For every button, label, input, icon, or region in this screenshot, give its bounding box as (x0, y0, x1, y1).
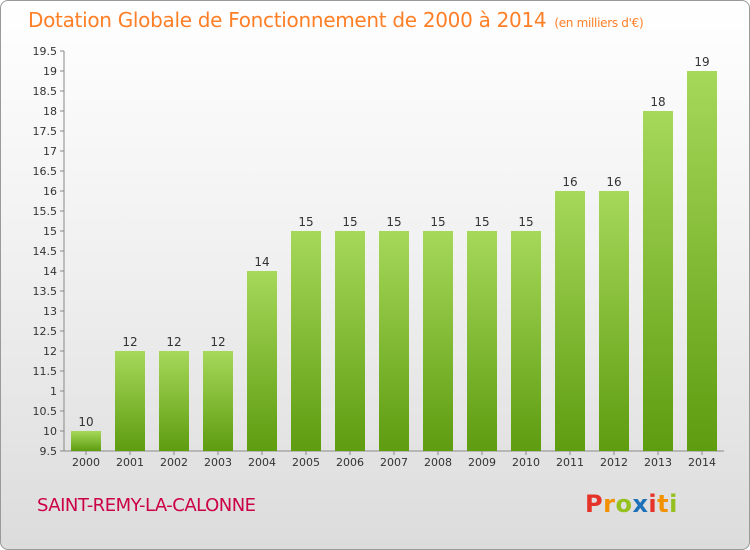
x-tick-label: 2010 (512, 456, 540, 469)
value-label-2007: 15 (386, 215, 401, 229)
x-tick-label: 2000 (72, 456, 100, 469)
x-tick-label: 2004 (248, 456, 276, 469)
x-tick-label: 2009 (468, 456, 496, 469)
y-tick-label: 10.5 (33, 405, 58, 418)
x-tick-label: 2013 (644, 456, 672, 469)
value-label-2006: 15 (342, 215, 357, 229)
y-tick-label: 10 (43, 425, 57, 438)
y-tick-label: 9.5 (40, 445, 58, 458)
value-label-2003: 12 (210, 335, 225, 349)
x-tick-label: 2007 (380, 456, 408, 469)
bar-2008 (423, 231, 453, 451)
y-tick-label: 12.5 (33, 325, 58, 338)
value-label-2012: 16 (606, 175, 621, 189)
value-label-2000: 10 (78, 415, 93, 429)
chart-subtitle: (en milliers d'€) (554, 16, 644, 30)
y-tick-label: 18.5 (33, 85, 58, 98)
proxiti-logo: Proxiti (585, 490, 678, 518)
y-tick-label: 16 (43, 185, 57, 198)
bar-2011 (555, 191, 585, 451)
bar-2006 (335, 231, 365, 451)
value-label-2008: 15 (430, 215, 445, 229)
y-tick-label: 12 (43, 345, 57, 358)
y-tick-label: 18 (43, 105, 57, 118)
bar-2013 (643, 111, 673, 451)
value-label-2005: 15 (298, 215, 313, 229)
x-tick-label: 2006 (336, 456, 364, 469)
y-tick-label: 16.5 (33, 165, 58, 178)
value-label-2001: 12 (122, 335, 137, 349)
bar-2012 (599, 191, 629, 451)
y-tick-label: 15.5 (33, 205, 58, 218)
y-tick-label: 19.5 (33, 45, 58, 58)
bar-2007 (379, 231, 409, 451)
logo-letter: x (632, 490, 649, 518)
bar-2004 (247, 271, 277, 451)
bar-2001 (115, 351, 145, 451)
x-tick-label: 2003 (204, 456, 232, 469)
chart-title-block: Dotation Globale de Fonctionnement de 20… (28, 8, 644, 32)
logo-letter: i (669, 490, 678, 518)
x-tick-label: 2014 (688, 456, 716, 469)
chart-value-labels: 10 12 12 12 14 15 15 15 15 15 15 16 16 18 19 (78, 55, 709, 429)
x-tick-label: 2012 (600, 456, 628, 469)
chart-title: Dotation Globale de Fonctionnement de 20… (28, 8, 547, 32)
y-tick-label: 14.5 (33, 245, 58, 258)
y-tick-label: 19 (43, 65, 57, 78)
y-tick-label: 1 (50, 385, 57, 398)
bar-2002 (159, 351, 189, 451)
x-tick-label: 2002 (160, 456, 188, 469)
bar-2010 (511, 231, 541, 451)
bar-2003 (203, 351, 233, 451)
logo-letter: r (603, 490, 616, 518)
logo-letter: t (657, 490, 670, 518)
y-tick-label: 13.5 (33, 285, 58, 298)
value-label-2010: 15 (518, 215, 533, 229)
value-label-2013: 18 (650, 95, 665, 109)
y-tick-label: 14 (43, 265, 57, 278)
commune-name: SAINT-REMY-LA-CALONNE (37, 495, 256, 516)
value-label-2002: 12 (166, 335, 181, 349)
logo-letter: P (585, 490, 604, 518)
value-label-2004: 14 (254, 255, 269, 269)
x-tick-label: 2008 (424, 456, 452, 469)
y-tick-label: 17 (43, 145, 57, 158)
y-tick-label: 15 (43, 225, 57, 238)
logo-letter: i (648, 490, 658, 518)
y-tick-label: 11.5 (33, 365, 58, 378)
bar-2009 (467, 231, 497, 451)
value-label-2009: 15 (474, 215, 489, 229)
y-tick-label: 17.5 (33, 125, 58, 138)
y-tick-label: 13 (43, 305, 57, 318)
x-tick-label: 2001 (116, 456, 144, 469)
chart-bars (71, 71, 717, 451)
value-label-2014: 19 (694, 55, 709, 69)
value-label-2011: 16 (562, 175, 577, 189)
bar-2005 (291, 231, 321, 451)
chart-axes: 9.5 10 10.5 1 11.5 12 12.5 13 13.5 14 14.5 15 15.5 16… (33, 45, 724, 469)
x-tick-label: 2005 (292, 456, 320, 469)
logo-letter: o (615, 490, 633, 518)
x-tick-label: 2011 (556, 456, 584, 469)
bar-2014 (687, 71, 717, 451)
bar-2000 (71, 431, 101, 451)
